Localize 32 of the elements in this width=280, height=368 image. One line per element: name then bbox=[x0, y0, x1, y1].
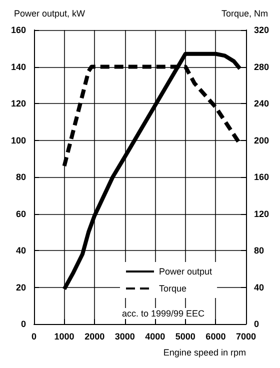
y-tick-label: 20 bbox=[16, 282, 26, 292]
x-tick-label: 6000 bbox=[206, 332, 226, 342]
x-tick-label: 0 bbox=[32, 332, 37, 342]
y2-axis-title: Torque, Nm bbox=[221, 8, 268, 18]
y-axis-title: Power output, kW bbox=[14, 8, 86, 18]
y-tick-label: 80 bbox=[16, 172, 26, 182]
y2-tick-label: 120 bbox=[254, 208, 270, 219]
y2-tick-label: 0 bbox=[254, 319, 259, 329]
y2-tick-label: 280 bbox=[254, 62, 270, 72]
y2-tick-label: 200 bbox=[254, 135, 270, 146]
x-tick-label: 2000 bbox=[84, 332, 105, 342]
x-tick-label: 5000 bbox=[175, 332, 196, 342]
y-tick-label: 160 bbox=[10, 25, 26, 35]
y2-tick-label: 80 bbox=[254, 246, 264, 256]
y-tick-label: 0 bbox=[21, 319, 26, 329]
y-tick-label: 120 bbox=[10, 98, 26, 108]
y-tick-label: 100 bbox=[10, 135, 26, 146]
x-tick-label: 7000 bbox=[236, 332, 256, 342]
legend-label: Torque bbox=[159, 284, 187, 294]
y2-tick-label: 40 bbox=[254, 282, 264, 292]
legend-label: Power output bbox=[159, 266, 213, 276]
annotation: acc. to 1999/99 EEC bbox=[122, 308, 206, 318]
y2-tick-label: 240 bbox=[254, 98, 270, 108]
x-axis-title: Engine speed in rpm bbox=[163, 348, 246, 358]
x-tick-label: 4000 bbox=[145, 332, 166, 342]
y2-tick-label: 160 bbox=[254, 172, 270, 182]
x-tick-label: 1000 bbox=[54, 332, 74, 342]
y-tick-label: 60 bbox=[16, 208, 26, 219]
y2-tick-label: 320 bbox=[254, 25, 270, 35]
x-tick-label: 3000 bbox=[114, 332, 135, 342]
y-tick-label: 140 bbox=[10, 62, 26, 72]
y-tick-label: 40 bbox=[16, 246, 26, 256]
